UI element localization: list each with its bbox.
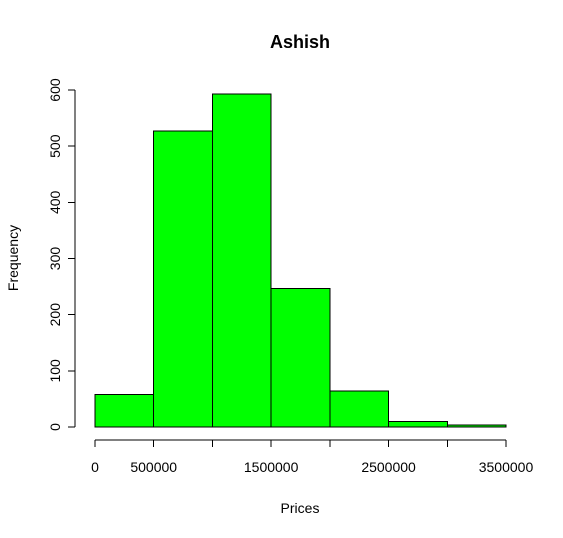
bars-group [94, 93, 507, 428]
chart-title: Ashish [270, 32, 330, 52]
histogram-bar-5 [329, 390, 390, 428]
y-tick-label-0: 0 [47, 423, 63, 431]
x-tick-label-3500000: 3500000 [479, 459, 534, 475]
y-tick-label-400: 400 [47, 190, 63, 214]
histogram-bar-4 [270, 287, 331, 428]
x-axis: 0 500000 1500000 2500000 3500000 [91, 439, 534, 475]
x-tick-label-0: 0 [91, 459, 99, 475]
y-tick-label-500: 500 [47, 134, 63, 158]
x-tick-label-1500000: 1500000 [244, 459, 299, 475]
y-axis: 0 100 200 300 400 500 600 [47, 78, 76, 431]
histogram-bar-6 [388, 420, 448, 428]
x-axis-label: Prices [281, 500, 320, 516]
histogram-bar-7 [446, 424, 507, 428]
y-tick-label-100: 100 [47, 359, 63, 383]
histogram-bar-3 [211, 93, 272, 428]
x-tick-label-2500000: 2500000 [361, 459, 416, 475]
y-tick-label-300: 300 [47, 247, 63, 271]
y-tick-label-200: 200 [47, 303, 63, 327]
x-tick-label-500000: 500000 [130, 459, 177, 475]
y-axis-label: Frequency [5, 225, 21, 291]
histogram-bar-2 [153, 130, 213, 428]
histogram-bar-1 [94, 393, 155, 428]
y-tick-label-600: 600 [47, 78, 63, 102]
